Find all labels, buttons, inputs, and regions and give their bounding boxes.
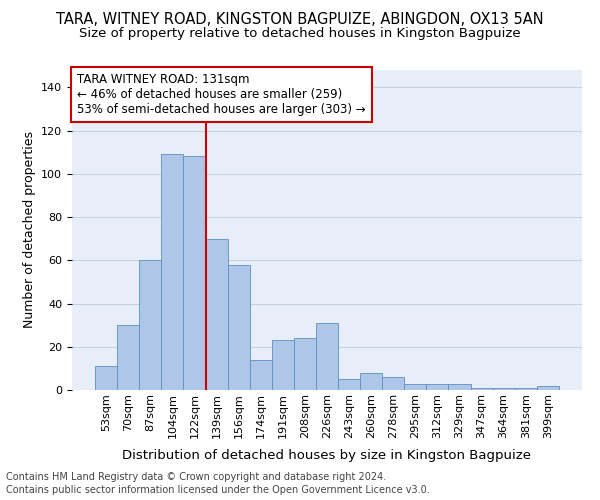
Bar (95, 366, 117, 390)
Bar (338, 379, 360, 390)
Bar (139, 260, 161, 390)
Bar (427, 384, 448, 390)
Bar (272, 340, 294, 390)
Bar (448, 384, 470, 390)
Bar (250, 360, 272, 390)
Bar (161, 154, 184, 390)
Bar (360, 372, 382, 390)
Text: Size of property relative to detached houses in Kingston Bagpuize: Size of property relative to detached ho… (79, 28, 521, 40)
Bar (117, 325, 139, 390)
X-axis label: Distribution of detached houses by size in Kingston Bagpuize: Distribution of detached houses by size … (122, 449, 532, 462)
Bar (537, 386, 559, 390)
Bar (184, 156, 206, 390)
Bar (206, 238, 227, 390)
Bar (294, 338, 316, 390)
Bar (404, 384, 427, 390)
Text: TARA, WITNEY ROAD, KINGSTON BAGPUIZE, ABINGDON, OX13 5AN: TARA, WITNEY ROAD, KINGSTON BAGPUIZE, AB… (56, 12, 544, 28)
Bar (493, 388, 515, 390)
Text: TARA WITNEY ROAD: 131sqm
← 46% of detached houses are smaller (259)
53% of semi-: TARA WITNEY ROAD: 131sqm ← 46% of detach… (77, 73, 366, 116)
Bar (515, 388, 537, 390)
Bar (470, 388, 493, 390)
Text: Contains public sector information licensed under the Open Government Licence v3: Contains public sector information licen… (6, 485, 430, 495)
Bar (316, 323, 338, 390)
Bar (382, 377, 404, 390)
Bar (227, 264, 250, 390)
Text: Contains HM Land Registry data © Crown copyright and database right 2024.: Contains HM Land Registry data © Crown c… (6, 472, 386, 482)
Y-axis label: Number of detached properties: Number of detached properties (23, 132, 35, 328)
